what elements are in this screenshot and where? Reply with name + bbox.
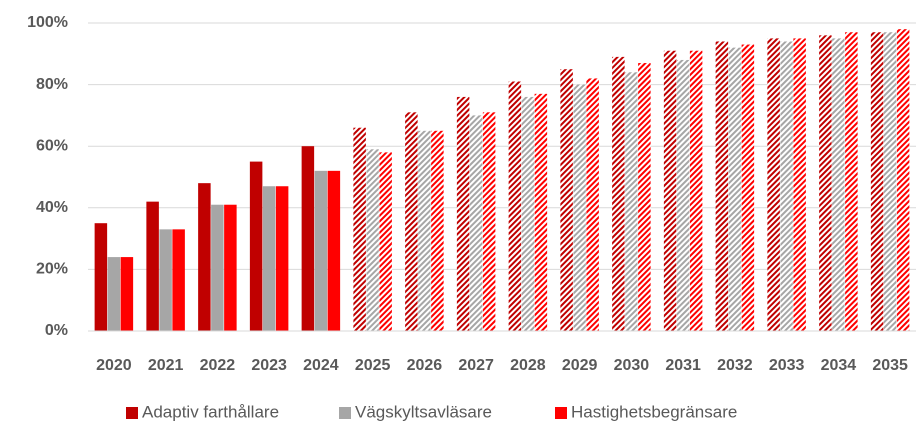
- bar: [146, 201, 159, 331]
- y-tick-label: 20%: [36, 261, 68, 278]
- x-tick-label: 2030: [614, 357, 650, 374]
- bar: [780, 41, 793, 331]
- bar: [224, 204, 237, 331]
- y-tick-label: 0%: [45, 322, 68, 339]
- bar: [120, 257, 134, 331]
- bar: [586, 78, 599, 331]
- y-tick-label: 80%: [36, 76, 68, 93]
- x-tick-label: 2021: [148, 357, 184, 374]
- bar: [845, 32, 858, 332]
- legend-swatch: [555, 407, 567, 419]
- bar: [366, 149, 379, 331]
- x-tick-label: 2029: [562, 357, 598, 374]
- bar: [314, 170, 328, 331]
- bar: [249, 161, 263, 331]
- x-tick-label: 2025: [355, 357, 391, 374]
- bar: [275, 186, 289, 331]
- bar: [418, 130, 431, 331]
- bar: [353, 127, 366, 331]
- x-tick-label: 2031: [665, 357, 701, 374]
- x-tick-label: 2032: [717, 357, 753, 374]
- bar: [172, 229, 185, 331]
- bar: [301, 146, 315, 331]
- x-tick-label: 2033: [769, 357, 805, 374]
- bar: [379, 152, 392, 331]
- bar: [159, 229, 172, 331]
- bar: [94, 223, 108, 331]
- bar: [107, 257, 121, 331]
- bar: [832, 38, 845, 332]
- bar: [262, 186, 276, 331]
- bar: [689, 50, 703, 331]
- bar: [482, 112, 496, 331]
- bar: [819, 35, 832, 331]
- bar: [327, 170, 341, 331]
- x-tick-label: 2023: [251, 357, 287, 374]
- bar: [198, 183, 211, 331]
- bar: [508, 81, 522, 332]
- bar: [767, 38, 780, 332]
- bar: [211, 204, 224, 331]
- legend-label: Vägskyltsavläsare: [355, 402, 492, 421]
- bar: [431, 130, 444, 331]
- bar: [883, 32, 897, 332]
- legend-label: Hastighetsbegränsare: [571, 402, 737, 421]
- legend-swatch: [339, 407, 351, 419]
- bar: [612, 56, 625, 331]
- x-tick-label: 2022: [200, 357, 236, 374]
- y-tick-label: 40%: [36, 199, 68, 216]
- bar: [534, 93, 548, 331]
- x-tick-label: 2020: [96, 357, 132, 374]
- bar: [728, 47, 742, 331]
- bar: [676, 59, 690, 332]
- bar: [625, 72, 638, 331]
- bar: [456, 96, 470, 331]
- bar: [573, 84, 586, 331]
- x-tick-label: 2035: [872, 357, 908, 374]
- y-tick-label: 100%: [27, 14, 68, 31]
- bar: [560, 69, 573, 331]
- bar: [638, 63, 651, 331]
- x-tick-label: 2027: [458, 357, 494, 374]
- bar: [896, 29, 910, 331]
- bar: [793, 38, 806, 332]
- x-tick-label: 2026: [407, 357, 443, 374]
- bar: [663, 50, 677, 331]
- y-tick-label: 60%: [36, 137, 68, 154]
- bar: [741, 44, 755, 332]
- legend-swatch: [126, 407, 138, 419]
- x-tick-label: 2034: [821, 357, 857, 374]
- bar: [405, 112, 418, 331]
- bar: [715, 41, 729, 331]
- x-tick-label: 2028: [510, 357, 546, 374]
- x-tick-label: 2024: [303, 357, 339, 374]
- bar: [870, 32, 884, 332]
- bar: [469, 115, 483, 332]
- bar: [521, 96, 535, 331]
- legend-label: Adaptiv farthållare: [142, 402, 279, 421]
